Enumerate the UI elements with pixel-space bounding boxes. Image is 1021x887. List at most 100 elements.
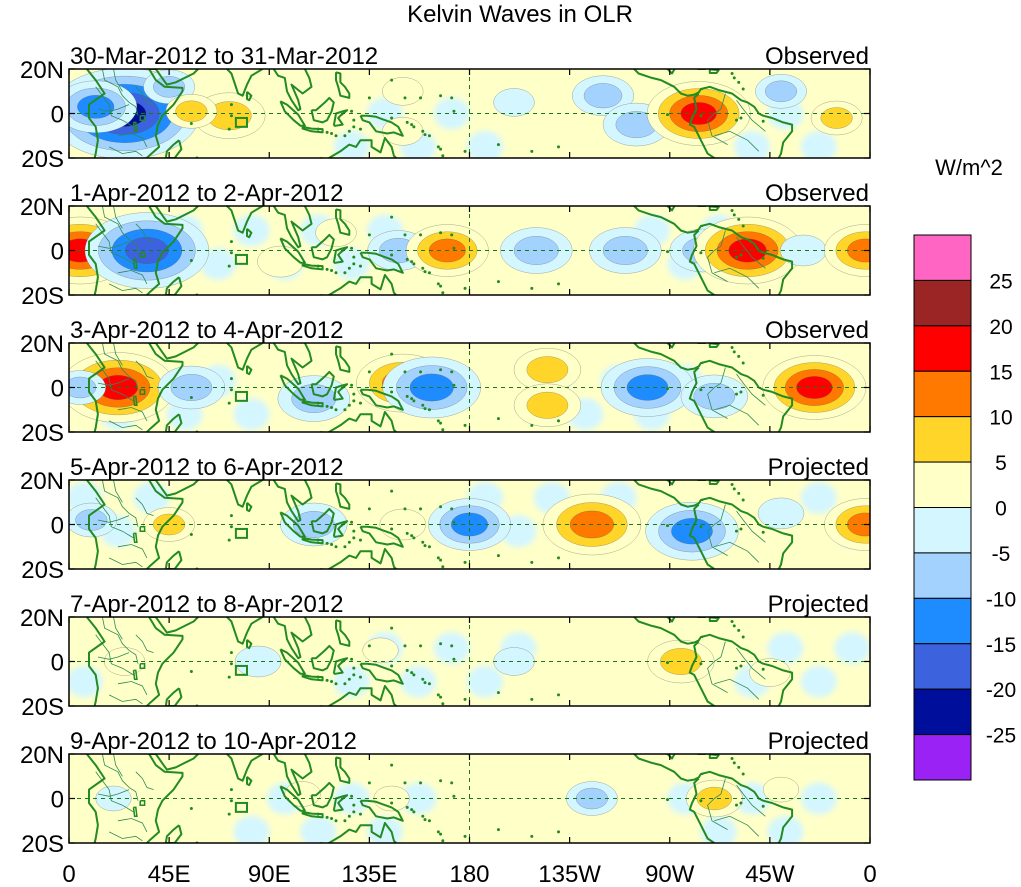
coastline [272, 69, 313, 112]
x-tick-label: 135E [341, 861, 397, 887]
coastline [146, 617, 184, 706]
colorbar-unit-label: W/m^2 [935, 155, 1003, 180]
coastline [246, 775, 253, 787]
lake-outline [132, 669, 138, 681]
index-region-box [234, 527, 248, 539]
island-dot [423, 270, 427, 274]
country-border-line [108, 420, 143, 431]
coastline [149, 206, 199, 223]
island-dot [330, 406, 334, 410]
country-border-line [707, 367, 728, 419]
island-dot [343, 271, 347, 275]
country-border-line [113, 343, 123, 366]
country-border-line [117, 133, 148, 148]
island-dot [316, 538, 320, 542]
country-border-line [736, 510, 766, 543]
coastline [246, 364, 253, 376]
colorbar-swatch [913, 507, 972, 554]
coastline [220, 206, 264, 234]
island-dot [761, 256, 765, 260]
island-dot [352, 262, 356, 266]
island-dot [410, 808, 414, 812]
y-tick-label: 0 [51, 102, 64, 129]
coastline [301, 399, 324, 408]
panel-status: Observed [765, 180, 869, 207]
coastline [633, 69, 704, 97]
coastline [246, 90, 253, 102]
anomaly-blob [234, 645, 282, 678]
anomaly-blob [513, 348, 581, 392]
island-dot [189, 807, 193, 811]
anomaly-blob [810, 100, 863, 136]
island-dot [334, 819, 338, 823]
colorbar-tick-label: 25 [989, 270, 1012, 293]
anomaly-band [800, 481, 837, 514]
island-dot [732, 350, 736, 354]
island-dot [439, 505, 443, 509]
country-border-line [714, 404, 760, 426]
island-dot [410, 123, 414, 127]
island-dot [666, 113, 670, 117]
country-border-line [97, 241, 130, 249]
country-border-line [97, 378, 130, 386]
coastline [272, 480, 313, 523]
island-dot [352, 255, 356, 259]
island-dot [334, 271, 338, 275]
coastline [246, 227, 253, 239]
panel-date-range: 30-Mar-2012 to 31-Mar-2012 [70, 43, 378, 70]
anomaly-blob [69, 502, 118, 538]
country-border-line [113, 69, 123, 92]
island-dot [735, 392, 738, 396]
island-dot [741, 635, 745, 639]
island-dot [732, 76, 736, 80]
island-dot [325, 678, 329, 682]
island-dot [557, 419, 560, 423]
coastline [708, 480, 720, 485]
island-dot [735, 255, 738, 259]
coastline [335, 208, 351, 236]
y-tick-label: 20S [21, 694, 64, 721]
island-dot [358, 264, 362, 268]
coastline [164, 550, 183, 569]
island-dot [450, 781, 454, 785]
island-dot [436, 282, 440, 286]
x-tick-label: 90E [248, 861, 291, 887]
anomaly-band [800, 130, 837, 158]
island-dot [452, 109, 456, 113]
contour-level [757, 497, 805, 530]
index-region-box [234, 253, 248, 265]
country-border-line [108, 831, 143, 842]
coastline [700, 85, 794, 158]
island-dot [352, 810, 356, 814]
island-dot [436, 693, 440, 697]
island-dot [350, 109, 354, 113]
island-dot [334, 408, 338, 412]
lake-outline [132, 806, 138, 818]
panel-date-range: 1-Apr-2012 to 2-Apr-2012 [70, 180, 344, 207]
anomaly-band [800, 782, 837, 815]
anomaly-blob [763, 776, 799, 803]
colorbar-tick-label: -5 [992, 543, 1011, 566]
contour-level [493, 88, 535, 117]
island-dot [390, 763, 394, 767]
coastline [700, 770, 794, 843]
contour-level [362, 637, 399, 664]
index-region-box [234, 664, 248, 676]
island-dot [390, 664, 394, 668]
contour-level [175, 100, 208, 122]
island-dot [390, 253, 394, 257]
coastline [320, 685, 397, 706]
anomaly-blob [755, 74, 807, 109]
y-tick-label: 20S [21, 146, 64, 173]
coastline [279, 785, 306, 812]
island-dot [496, 417, 500, 421]
coastline [688, 229, 715, 295]
country-border-line [108, 283, 143, 294]
island-dot [412, 810, 416, 814]
y-tick-label: 0 [51, 376, 64, 403]
coastline [320, 822, 397, 843]
coastline [688, 92, 715, 158]
island-dot [439, 779, 443, 783]
island-dot [737, 217, 741, 221]
map-panels: 20N 0 20S 30-Mar-2012 to 31-Mar-2012 Observe… [20, 43, 871, 858]
